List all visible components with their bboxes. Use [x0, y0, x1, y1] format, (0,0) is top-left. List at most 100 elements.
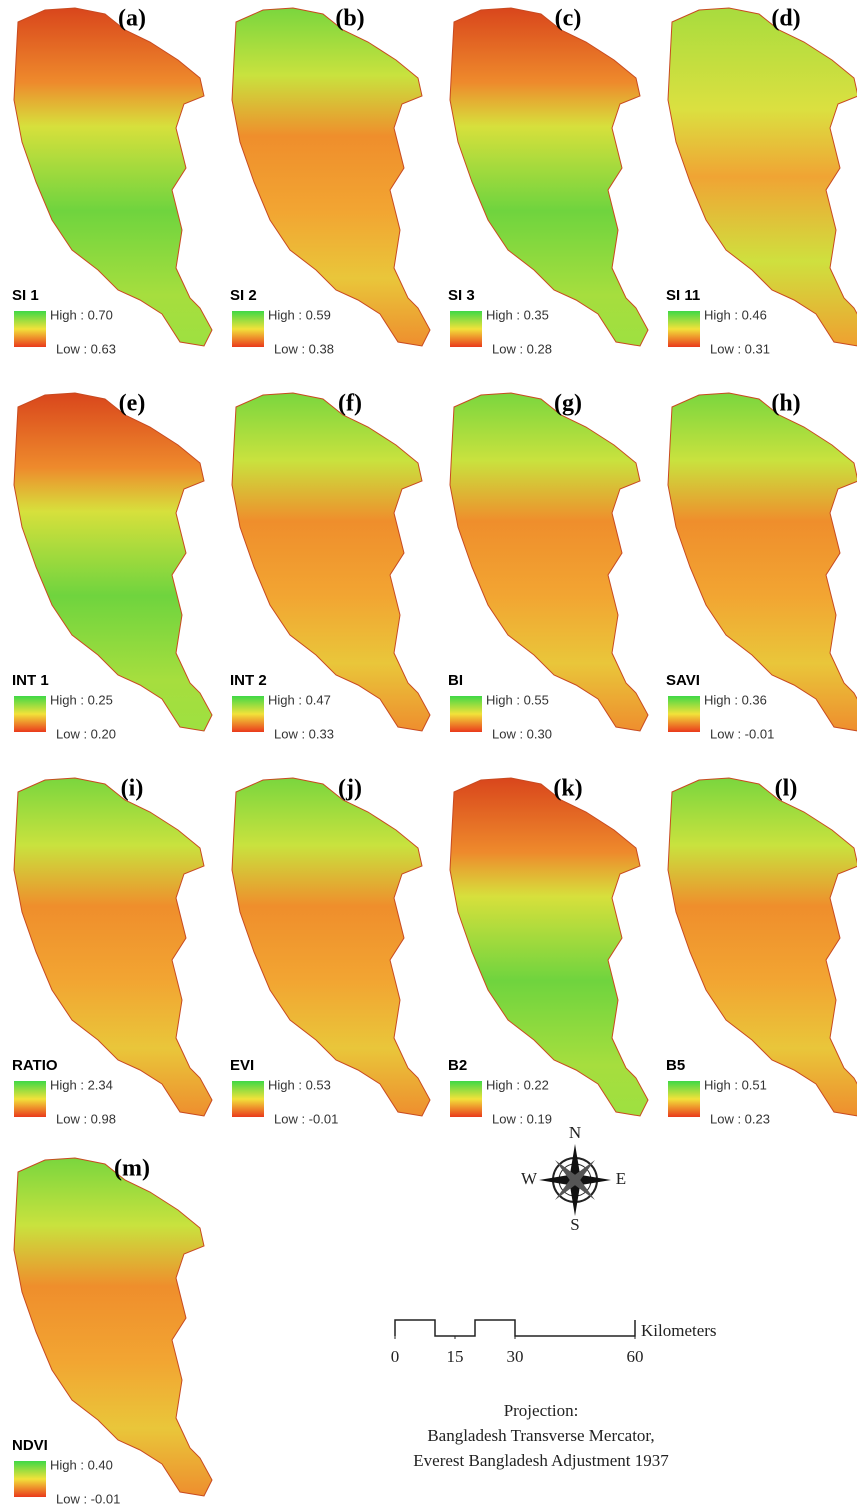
legend-high: High : 0.55	[486, 692, 549, 707]
legend-low: Low : 0.28	[492, 341, 552, 356]
panel-letter: (k)	[553, 776, 582, 802]
panel-letter: (b)	[335, 6, 364, 32]
projection-title: Projection:	[504, 1401, 579, 1420]
compass	[539, 1144, 611, 1216]
index-name: RATIO	[12, 1057, 58, 1074]
map-panel: (j) EVI High : 0.53 Low : -0.01	[230, 776, 431, 1126]
map-panel: (h) SAVI High : 0.36 Low : -0.01	[666, 391, 857, 741]
index-name: INT 2	[230, 672, 267, 689]
legend-low: Low : 0.98	[56, 1111, 116, 1126]
legend-ramp	[668, 1081, 700, 1117]
panel-letter: (f)	[338, 391, 362, 417]
map-panel: (a) SI 1 High : 0.70 Low : 0.63	[12, 6, 213, 356]
map-panel: (l) B5 High : 0.51 Low : 0.23	[666, 776, 857, 1126]
legend-low: Low : 0.38	[274, 341, 334, 356]
index-name: SI 1	[12, 287, 39, 304]
map-shape	[449, 777, 649, 1117]
legend-ramp	[450, 696, 482, 732]
map-panel: (b) SI 2 High : 0.59 Low : 0.38	[230, 6, 431, 356]
projection-line: Everest Bangladesh Adjustment 1937	[413, 1451, 669, 1470]
legend-low: Low : -0.01	[56, 1491, 120, 1505]
panel-letter: (d)	[771, 6, 800, 32]
map-shape	[13, 7, 213, 347]
map-shape	[667, 777, 857, 1117]
legend-high: High : 0.51	[704, 1077, 767, 1092]
legend-ramp	[232, 1081, 264, 1117]
index-name: SAVI	[666, 672, 700, 689]
map-panel: (g) BI High : 0.55 Low : 0.30	[448, 391, 649, 741]
panel-letter: (g)	[554, 391, 582, 417]
legend-low: Low : 0.19	[492, 1111, 552, 1126]
scale-unit: Kilometers	[641, 1321, 717, 1340]
legend-low: Low : 0.33	[274, 726, 334, 741]
legend-ramp	[232, 311, 264, 347]
legend-ramp	[14, 696, 46, 732]
legend-low: Low : 0.31	[710, 341, 770, 356]
projection-line: Bangladesh Transverse Mercator,	[427, 1426, 654, 1445]
panel-letter: (h)	[771, 391, 800, 417]
legend-high: High : 0.40	[50, 1457, 113, 1472]
panel-letter: (c)	[555, 6, 582, 32]
map-shape	[231, 7, 431, 347]
legend-ramp	[232, 696, 264, 732]
map-panel: (k) B2 High : 0.22 Low : 0.19	[448, 776, 649, 1126]
legend-high: High : 0.46	[704, 307, 767, 322]
panel-letter: (m)	[114, 1156, 150, 1182]
legend-high: High : 0.70	[50, 307, 113, 322]
index-name: BI	[448, 672, 463, 689]
legend-high: High : 0.35	[486, 307, 549, 322]
legend-ramp	[668, 696, 700, 732]
legend-high: High : 0.36	[704, 692, 767, 707]
index-name: EVI	[230, 1057, 254, 1074]
index-name: B5	[666, 1057, 685, 1074]
compass-n: N	[569, 1123, 581, 1142]
scale-label: 15	[447, 1347, 464, 1366]
panel-letter: (i)	[121, 776, 144, 802]
legend-ramp	[668, 311, 700, 347]
legend-ramp	[450, 311, 482, 347]
map-panel: (i) RATIO High : 2.34 Low : 0.98	[12, 776, 213, 1126]
legend-high: High : 0.59	[268, 307, 331, 322]
index-name: SI 2	[230, 287, 257, 304]
legend-high: High : 0.53	[268, 1077, 331, 1092]
legend-low: Low : -0.01	[274, 1111, 338, 1126]
legend-low: Low : 0.30	[492, 726, 552, 741]
map-shape	[449, 7, 649, 347]
compass-w: W	[521, 1169, 538, 1188]
panel-letter: (l)	[775, 776, 798, 802]
map-panel: (d) SI 11 High : 0.46 Low : 0.31	[666, 6, 857, 356]
legend-high: High : 0.22	[486, 1077, 549, 1092]
scale-label: 0	[391, 1347, 400, 1366]
scale-bar	[394, 1319, 636, 1337]
legend-high: High : 0.47	[268, 692, 331, 707]
legend-low: Low : 0.23	[710, 1111, 770, 1126]
scale-label: 30	[507, 1347, 524, 1366]
map-shape	[449, 392, 649, 732]
legend-ramp	[14, 1461, 46, 1497]
index-name: B2	[448, 1057, 467, 1074]
legend-ramp	[450, 1081, 482, 1117]
compass-e: E	[616, 1169, 626, 1188]
map-shape	[231, 777, 431, 1117]
legend-low: Low : -0.01	[710, 726, 774, 741]
index-name: INT 1	[12, 672, 49, 689]
panel-letter: (e)	[119, 391, 146, 417]
index-name: NDVI	[12, 1437, 48, 1454]
panel-letter: (a)	[118, 6, 146, 32]
index-name: SI 11	[666, 287, 700, 304]
legend-high: High : 0.25	[50, 692, 113, 707]
legend-ramp	[14, 311, 46, 347]
legend-low: Low : 0.20	[56, 726, 116, 741]
legend-high: High : 2.34	[50, 1077, 113, 1092]
index-name: SI 3	[448, 287, 475, 304]
legend-ramp	[14, 1081, 46, 1117]
panel-letter: (j)	[338, 776, 362, 802]
compass-s: S	[570, 1215, 579, 1234]
legend-low: Low : 0.63	[56, 341, 116, 356]
scale-label: 60	[627, 1347, 644, 1366]
map-panel: (c) SI 3 High : 0.35 Low : 0.28	[448, 6, 649, 356]
